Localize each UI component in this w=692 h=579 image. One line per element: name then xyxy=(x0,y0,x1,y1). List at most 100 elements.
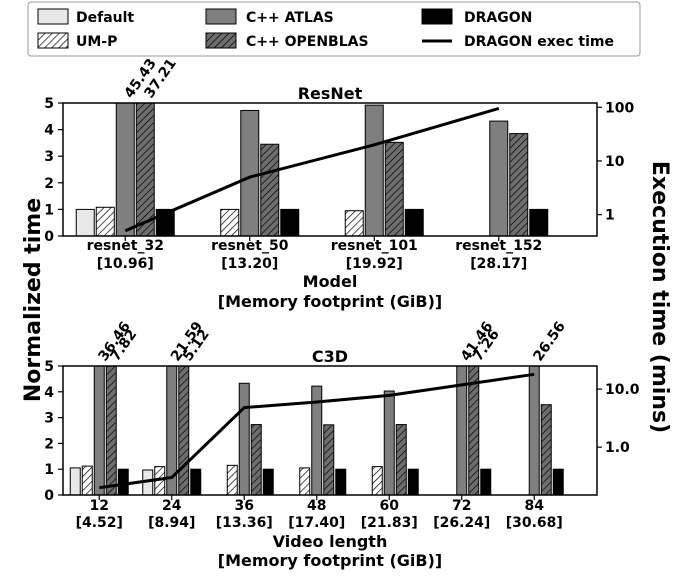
legend-frame xyxy=(27,1,641,57)
xtick-label: 72 xyxy=(452,498,471,514)
xlabel-sub: [Memory footprint (GiB)] xyxy=(218,292,442,311)
shared-ylabel: Normalized time xyxy=(21,198,46,402)
bar-dragon xyxy=(190,468,202,495)
xtick-label: resnet_50 xyxy=(211,238,289,254)
bar-atlas xyxy=(240,109,260,236)
y2tick-label: 10.0 xyxy=(605,382,640,398)
xtick-sublabel: [26.24] xyxy=(433,515,490,531)
xtick-sublabel: [13.36] xyxy=(216,515,273,531)
xtick-sublabel: [17.40] xyxy=(288,515,345,531)
legend-entry-atlas: C++ ATLAS xyxy=(205,8,334,26)
bar-annotation: 26.56 xyxy=(530,319,569,364)
xtick-label: resnet_32 xyxy=(87,238,164,254)
bar-dragon xyxy=(404,208,424,236)
xtick-label: 36 xyxy=(235,498,254,514)
xtick-label: 24 xyxy=(162,498,182,514)
bar-atlas xyxy=(489,120,509,236)
y2tick-label: 100 xyxy=(605,100,634,116)
bar-default xyxy=(75,208,95,236)
legend-label-default: Default xyxy=(76,10,134,26)
bar-dragon xyxy=(262,468,274,495)
panel-title: ResNet xyxy=(298,84,363,103)
legend-label-line: DRAGON exec time xyxy=(464,34,614,50)
bars xyxy=(69,366,564,495)
legend-entry-openblas: C++ OPENBLAS xyxy=(205,32,369,50)
xtick-sublabel: [8.94] xyxy=(148,515,195,531)
bar-atlas xyxy=(383,390,395,495)
bar-ump xyxy=(81,465,93,495)
ytick-label: 2 xyxy=(44,176,54,192)
xlabel: Video length xyxy=(273,532,388,551)
legend: Default UM-P C++ ATLAS C++ OPENBLAS DRAG… xyxy=(27,1,641,57)
xtick-sublabel: [19.92] xyxy=(346,256,403,272)
bar-ump xyxy=(95,206,115,236)
xtick-sublabel: [10.96] xyxy=(97,256,154,272)
legend-swatch-openblas xyxy=(205,32,237,49)
y2tick-label: 10 xyxy=(605,154,625,170)
bar-dragon xyxy=(529,208,549,236)
bar-dragon xyxy=(280,208,300,236)
legend-entry-ump: UM-P xyxy=(37,32,117,50)
ytick-label: 1 xyxy=(44,462,54,478)
exec-time-line xyxy=(99,372,535,490)
ytick-label: 2 xyxy=(44,436,54,452)
bar-openblas xyxy=(384,141,404,236)
legend-label-dragon: DRAGON xyxy=(464,10,532,26)
xtick-sublabel: [13.20] xyxy=(221,256,278,272)
legend-label-openblas: C++ OPENBLAS xyxy=(246,34,369,50)
shared-y2label: Execution time (mins) xyxy=(647,161,672,433)
xtick-label: 84 xyxy=(525,498,545,514)
xtick-label: resnet_101 xyxy=(331,238,418,254)
ytick-label: 4 xyxy=(44,123,54,139)
bar-ump xyxy=(220,208,240,236)
bar-atlas xyxy=(166,366,178,495)
resnet-panel: ResNet01234511010045.4337.21resnet_32[10… xyxy=(44,56,634,311)
bar-dragon xyxy=(552,468,564,495)
bar-atlas xyxy=(238,382,250,495)
bar-openblas xyxy=(250,424,262,495)
legend-swatch-default xyxy=(37,8,69,25)
panel-title: C3D xyxy=(312,347,348,366)
bar-openblas xyxy=(323,424,335,495)
legend-entry-dragon: DRAGON xyxy=(421,8,532,26)
ytick-label: 3 xyxy=(44,411,54,427)
bar-dragon xyxy=(117,468,129,495)
axes-frame xyxy=(62,365,598,496)
bar-dragon xyxy=(407,468,419,495)
y2tick-label: 1 xyxy=(605,208,615,224)
bar-atlas xyxy=(93,366,105,495)
ytick-label: 4 xyxy=(44,385,54,401)
legend-label-ump: UM-P xyxy=(76,34,117,50)
bar-dragon xyxy=(480,468,492,495)
xtick-label: 60 xyxy=(380,498,400,514)
bar-openblas xyxy=(105,366,117,495)
bar-openblas xyxy=(395,424,407,495)
bar-openblas xyxy=(260,143,280,236)
xlabel-sub: [Memory footprint (GiB)] xyxy=(218,551,442,570)
ytick-label: 0 xyxy=(44,229,54,245)
xtick-label: 48 xyxy=(307,498,326,514)
bar-atlas xyxy=(456,366,468,495)
legend-entry-line: DRAGON exec time xyxy=(422,34,614,50)
legend-entry-default: Default xyxy=(37,8,134,26)
ytick-label: 5 xyxy=(44,96,54,112)
bar-ump xyxy=(299,467,311,495)
legend-swatch-ump xyxy=(37,32,69,49)
axes-frame xyxy=(62,102,598,237)
xtick-label: resnet_152 xyxy=(455,238,542,254)
legend-swatch-dragon xyxy=(421,8,453,25)
bar-dragon xyxy=(335,468,347,495)
bar-ump xyxy=(344,210,364,236)
xtick-sublabel: [21.83] xyxy=(361,515,418,531)
bar-atlas xyxy=(364,104,384,236)
ytick-label: 1 xyxy=(44,202,54,218)
ytick-label: 5 xyxy=(44,359,54,375)
xtick-sublabel: [28.17] xyxy=(470,256,527,272)
y2tick-label: 1.0 xyxy=(605,440,630,456)
ytick-label: 3 xyxy=(44,149,54,165)
legend-swatch-atlas xyxy=(205,8,237,25)
ytick-label: 0 xyxy=(44,488,54,504)
xtick-sublabel: [30.68] xyxy=(506,515,563,531)
